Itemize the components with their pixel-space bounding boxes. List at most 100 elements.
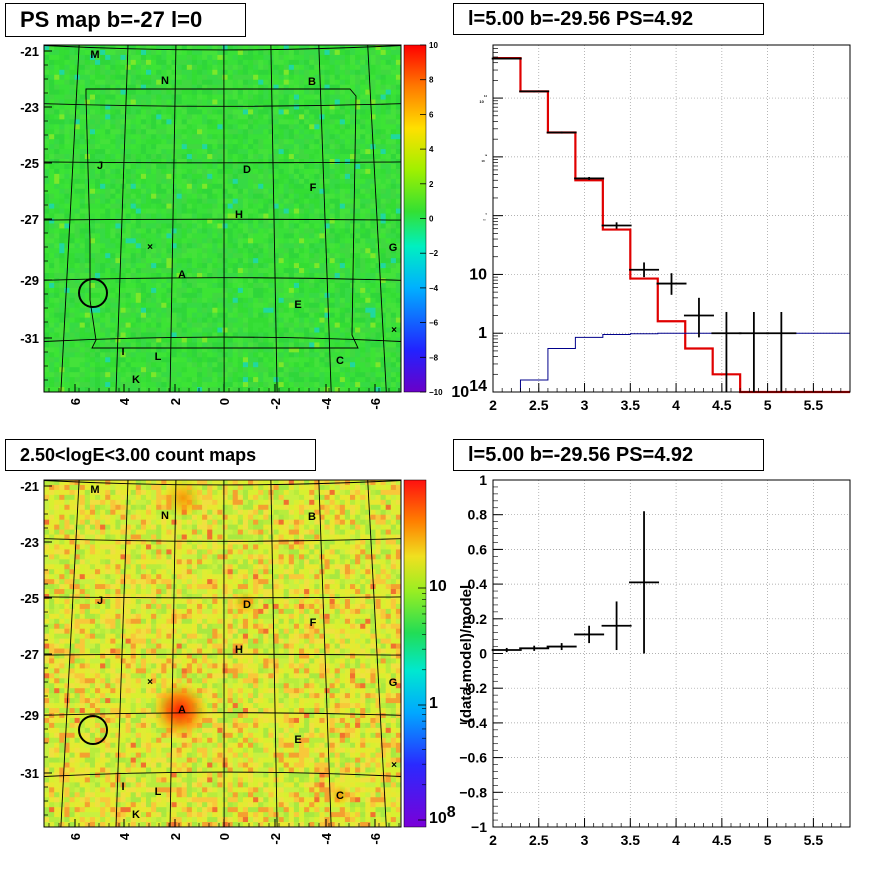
source-label-l: L [155, 351, 162, 363]
map-y-tick-label: -23 [20, 535, 39, 550]
ps-colorbar-tick-label: 8 [429, 76, 434, 85]
spectrum-y-tick-label: 1014 [469, 266, 487, 283]
source-label-n: N [161, 510, 169, 522]
source-label-a: A [178, 269, 186, 281]
residual-x-tick-label: 3 [581, 832, 589, 848]
residual-x-tick-label: 2.5 [529, 832, 549, 848]
spectrum-y-tick-label: 1014 [481, 154, 487, 163]
ps-colorbar-tick-label: 6 [429, 110, 434, 119]
map-y-tick-label: -27 [20, 212, 39, 227]
count-map-source-d-blob [233, 591, 257, 615]
map-x-tick-label: 2 [168, 833, 183, 840]
spectrum-y-tick-label: 1014 [479, 94, 487, 104]
source-label-c: C [336, 355, 344, 367]
source-label-k: K [132, 374, 140, 386]
spectrum-x-tick-label: 4 [672, 397, 680, 413]
count-colorbar-tick-label: 108 [429, 804, 456, 827]
spectrum-grid [492, 45, 850, 393]
map-x-tick-label: 0 [217, 833, 232, 840]
count-map-coordinate-grid [43, 479, 402, 828]
spectrum-x-tick-label: 2.5 [529, 397, 549, 413]
spectrum-x-tick-label: 5.5 [804, 397, 824, 413]
residual-y-axis-label: (data-model)/model [458, 585, 475, 723]
ps-colorbar-tick-label: −10 [429, 388, 443, 397]
count-map-colorbar [403, 479, 427, 828]
map-x-tick-label: -2 [268, 398, 283, 410]
count-map-title: 2.50<logE<3.00 count maps [5, 439, 316, 471]
count-map-source-n-blob [163, 478, 203, 518]
source-label-e: E [294, 299, 301, 311]
source-label-e: E [294, 734, 301, 746]
map-x-tick-label: 2 [168, 398, 183, 405]
spectrum-y-tick-label: 1014 [483, 213, 487, 222]
residual-y-tick-label: 0 [479, 646, 487, 662]
source-label-d: D [243, 164, 251, 176]
source-label-h: H [235, 644, 243, 656]
count-map-source-a-blob [152, 682, 208, 738]
source-label-f: F [310, 617, 317, 629]
count-colorbar-tick-label: 108 [429, 578, 447, 595]
count-colorbar-tick-label: 18 [429, 695, 438, 712]
spectrum-background-line [493, 332, 850, 393]
residual-y-tick-label: −0.4 [459, 715, 487, 731]
residual-x-tick-label: 3.5 [621, 832, 641, 848]
ps-map-roi-outline [85, 88, 359, 349]
spectrum-y-tick-label: 1014 [451, 378, 487, 401]
residual-grid [492, 479, 850, 828]
count-map-source-labels: M N B J D F H G A E I L C K × × [90, 484, 397, 821]
map-x-tick-label: -4 [319, 397, 334, 409]
ps-colorbar-tick-label: −8 [429, 353, 439, 362]
source-label-c: C [336, 790, 344, 802]
residual-y-tick-label: 0.4 [468, 576, 488, 592]
ps-map-axes: -21 -23 -25 -27 -29 -31 6 4 2 0 -2 -4 -6 [20, 44, 400, 410]
source-label-j: J [97, 595, 103, 607]
map-x-tick-label: -6 [368, 833, 383, 845]
source-label-h: H [235, 209, 243, 221]
map-x-tick-label: 4 [117, 397, 132, 405]
marker-x-right: × [391, 760, 397, 771]
map-y-tick-label: -31 [20, 766, 39, 781]
spectrum-frame [492, 44, 851, 393]
residual-title: l=5.00 b=-29.56 PS=4.92 [453, 439, 764, 471]
ps-map-pixels [44, 45, 402, 393]
source-label-g: G [389, 242, 398, 254]
residual-y-tick-label: 0.8 [468, 507, 488, 523]
count-map-source-c-blob [330, 785, 350, 805]
marker-x-left: × [147, 242, 153, 253]
spectrum-title: l=5.00 b=-29.56 PS=4.92 [453, 3, 764, 35]
ps-map-source-labels: M N B J D F H G A E I L C K × × [90, 49, 397, 386]
source-label-f: F [310, 182, 317, 194]
ps-map-roi-circle [78, 278, 108, 308]
map-x-tick-label: -2 [268, 833, 283, 845]
map-y-tick-label: -29 [20, 273, 39, 288]
map-x-tick-label: 0 [217, 398, 232, 405]
map-y-tick-label: -25 [20, 156, 39, 171]
residual-x-tick-label: 5 [764, 832, 772, 848]
count-map-roi-circle [78, 715, 108, 745]
map-y-tick-label: -21 [20, 44, 39, 59]
residual-x-tick-label: 4 [672, 832, 680, 848]
count-map-pixels [44, 480, 402, 828]
ps-colorbar-tick-label: −4 [429, 284, 439, 293]
source-label-j: J [97, 160, 103, 172]
source-label-a: A [178, 704, 186, 716]
source-label-k: K [132, 809, 140, 821]
marker-x-left: × [147, 677, 153, 688]
map-x-tick-label: 4 [117, 832, 132, 840]
ps-colorbar-tick-label: 10 [429, 41, 438, 50]
residual-y-tick-label: −1 [471, 819, 487, 835]
spectrum-x-tick-label: 3 [581, 397, 589, 413]
map-x-tick-label: 6 [68, 398, 83, 405]
ps-colorbar-tick-label: 4 [429, 145, 434, 154]
residual-x-tick-label: 2 [489, 832, 497, 848]
map-x-tick-label: -6 [368, 398, 383, 410]
source-label-b: B [308, 511, 316, 523]
spectrum-x-tick-label: 4.5 [712, 397, 732, 413]
spectrum-x-tick-label: 2 [489, 397, 497, 413]
source-label-m: M [90, 484, 99, 496]
ps-map-title: PS map b=-27 l=0 [5, 3, 246, 37]
spectrum-y-tick-label: 114 [478, 325, 487, 342]
